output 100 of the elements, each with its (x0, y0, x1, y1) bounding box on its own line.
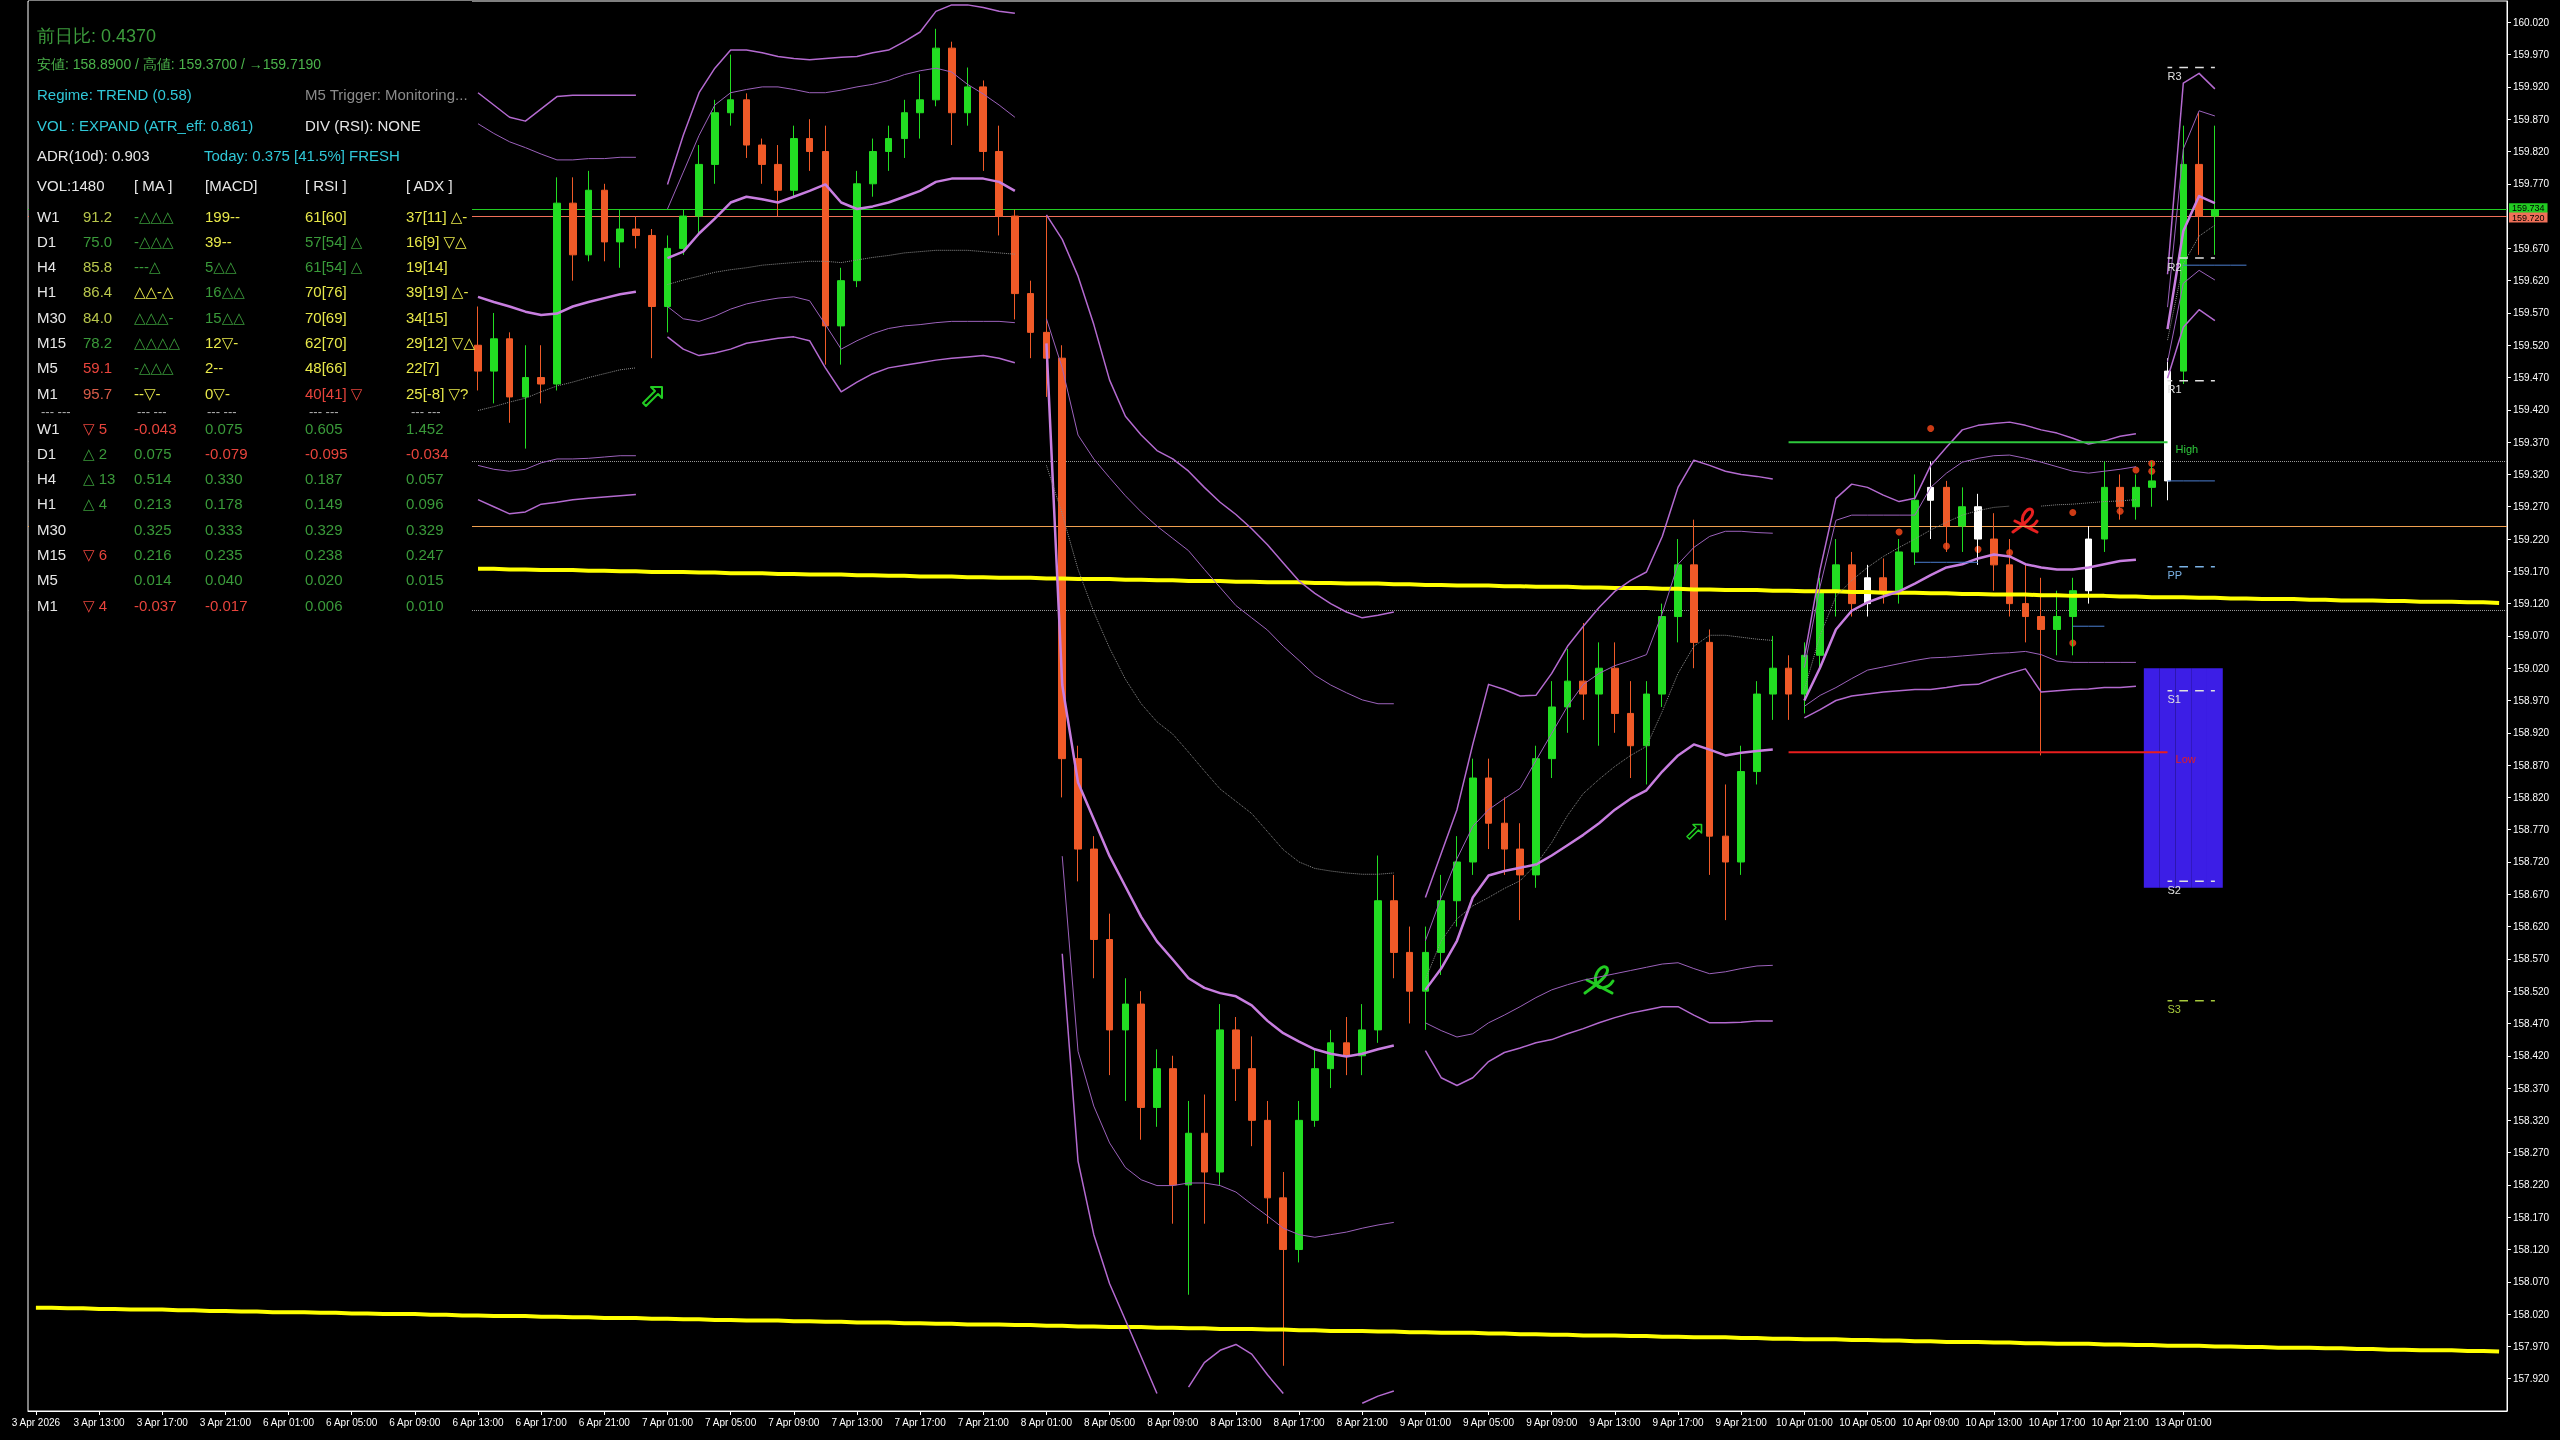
y-tick-label: 158.170 (2513, 1211, 2550, 1223)
x-tick-label: 8 Apr 17:00 (1273, 1416, 1326, 1428)
y-tick-label: 159.370 (2513, 436, 2550, 448)
annotation: 75.0 (83, 232, 113, 250)
annotation: △△△- (134, 308, 174, 326)
y-tick-label: 158.070 (2513, 1276, 2550, 1288)
annotation: -0.095 (305, 444, 348, 462)
annotation: 前日比: 0.4370 (37, 26, 157, 46)
y-tick-label: 159.220 (2513, 533, 2550, 545)
annotation: 0.096 (406, 494, 444, 512)
annotation: ADR(10d): 0.903 (37, 146, 150, 164)
y-tick-label: 159.020 (2513, 662, 2550, 674)
annotation: M30 (37, 308, 67, 326)
annotation: 84.0 (83, 308, 113, 326)
y-tick-label: 158.970 (2513, 695, 2550, 707)
x-tick-label: 7 Apr 05:00 (705, 1416, 757, 1428)
annotation: -△△△ (134, 232, 174, 250)
annotation: --▽- (134, 384, 161, 402)
annotation: 19[14] (406, 257, 448, 275)
annotation: 0.075 (205, 419, 243, 437)
annotation: 57[54] △ (305, 232, 363, 250)
y-tick-label: 158.820 (2513, 791, 2550, 803)
x-tick-label: 3 Apr 21:00 (199, 1416, 252, 1428)
annotation: H4 (37, 469, 57, 487)
y-tick-label: 158.320 (2513, 1114, 2550, 1126)
annotation: Regime: TREND (0.58) (37, 85, 192, 103)
y-tick-label: 159.420 (2513, 404, 2550, 416)
annotation: 85.8 (83, 257, 113, 275)
y-tick-label: 158.270 (2513, 1147, 2550, 1159)
y-tick-label: 158.920 (2513, 727, 2550, 739)
annotation: W1 (37, 419, 60, 437)
annotation: 25[-8] ▽? (406, 384, 469, 402)
y-tick-label: 159.670 (2513, 242, 2550, 254)
x-tick-label: 3 Apr 17:00 (136, 1416, 189, 1428)
annotation: M15 (37, 333, 67, 351)
annotation: 86.4 (83, 282, 113, 300)
annotation: 61[54] △ (305, 257, 363, 275)
annotation: 2-- (205, 358, 224, 376)
annotation: 安値: 158.8900 / 高値: 159.3700 / →159.7190 (37, 56, 322, 72)
annotation: 16[9] ▽△ (406, 232, 467, 250)
annotation: H1 (37, 494, 57, 512)
x-tick-label: 10 Apr 17:00 (2028, 1416, 2086, 1428)
y-tick-label: 158.020 (2513, 1308, 2550, 1320)
y-tick-label: 159.170 (2513, 565, 2550, 577)
annotation: 61[60] (305, 207, 347, 225)
annotation: 22[7] (406, 358, 440, 376)
annotation: M5 (37, 570, 58, 588)
annotation: 59.1 (83, 358, 113, 376)
y-tick-label: 157.920 (2513, 1373, 2550, 1385)
x-tick-label: 3 Apr 13:00 (73, 1416, 126, 1428)
y-tick-label: 159.970 (2513, 49, 2550, 61)
y-tick-label: 157.970 (2513, 1340, 2550, 1352)
annotation: -0.017 (205, 596, 248, 614)
annotation: DIV (RSI): NONE (305, 116, 421, 134)
y-tick-label: 158.870 (2513, 759, 2550, 771)
x-tick-label: 9 Apr 17:00 (1652, 1416, 1705, 1428)
y-tick-label: 158.220 (2513, 1179, 2550, 1191)
annotation: M15 (37, 545, 67, 563)
annotation: 0.235 (205, 545, 243, 563)
annotation: M1 (37, 596, 58, 614)
annotation: 0.075 (134, 444, 172, 462)
series-label: High (2175, 443, 2199, 456)
y-tick-label: 159.070 (2513, 630, 2550, 642)
annotation: 0.238 (305, 545, 343, 563)
x-tick-label: 8 Apr 21:00 (1336, 1416, 1389, 1428)
annotation: 91.2 (83, 207, 113, 225)
annotation: △ 4 (83, 494, 108, 512)
annotation: 1.452 (406, 419, 444, 437)
y-tick-label: 159.470 (2513, 372, 2550, 384)
annotation: 34[15] (406, 308, 448, 326)
x-tick-label: 7 Apr 17:00 (894, 1416, 947, 1428)
annotation: VOL:1480 (37, 176, 105, 194)
annotation: --- --- (411, 403, 441, 419)
annotation: M5 (37, 358, 58, 376)
annotation: [ ADX ] (406, 176, 453, 194)
annotation: M5 Trigger: Monitoring... (305, 85, 468, 103)
x-tick-label: 8 Apr 09:00 (1147, 1416, 1199, 1428)
annotation: 39[19] △- (406, 282, 469, 300)
annotation: △ 2 (83, 444, 108, 462)
annotation: △ 13 (83, 469, 116, 487)
annotation: 70[76] (305, 282, 347, 300)
x-tick-label: 7 Apr 13:00 (831, 1416, 883, 1428)
x-tick-label: 8 Apr 01:00 (1020, 1416, 1073, 1428)
y-tick-label: 159.570 (2513, 307, 2550, 319)
annotation: 39-- (205, 232, 232, 250)
annotation: 0.333 (205, 520, 243, 538)
annotation: 0.213 (134, 494, 172, 512)
annotation: --- --- (207, 403, 237, 419)
annotation: 0.247 (406, 545, 444, 563)
annotation: -0.037 (134, 596, 177, 614)
y-tick-label: 159.520 (2513, 339, 2550, 351)
annotation: 0.040 (205, 570, 243, 588)
x-tick-label: 13 Apr 01:00 (2154, 1416, 2213, 1428)
annotation: 0.329 (406, 520, 444, 538)
annotation: 0.605 (305, 419, 343, 437)
annotation: M1 (37, 384, 58, 402)
annotation: M30 (37, 520, 67, 538)
annotation: 199-- (205, 207, 241, 225)
annotation: 0.014 (134, 570, 172, 588)
annotation: 62[70] (305, 333, 347, 351)
